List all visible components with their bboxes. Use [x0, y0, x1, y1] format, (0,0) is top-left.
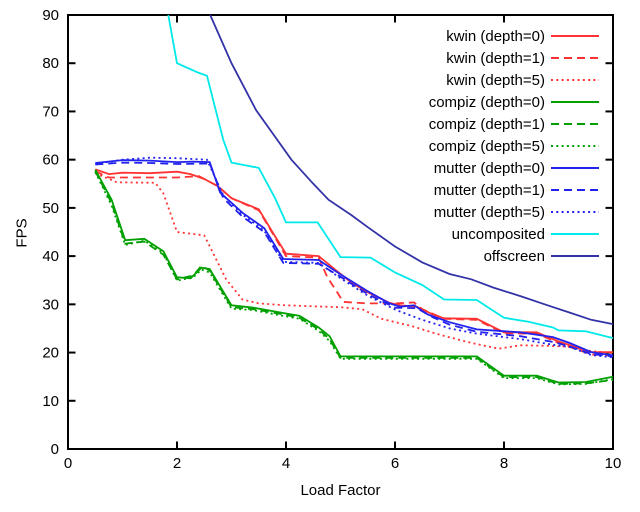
- series-mutter-depth-0: [95, 159, 614, 357]
- y-tick-label: 50: [42, 200, 59, 217]
- x-tick-label: 0: [64, 455, 72, 472]
- legend-label: compiz (depth=1): [429, 116, 545, 133]
- series-kwin-depth-1: [94, 170, 614, 357]
- x-tick-label: 6: [391, 455, 399, 472]
- legend-label: offscreen: [484, 248, 545, 265]
- x-tick-label: 2: [173, 455, 181, 472]
- y-tick-label: 70: [42, 103, 59, 120]
- legend-label: kwin (depth=0): [446, 28, 545, 45]
- y-tick-label: 60: [42, 152, 59, 169]
- legend-label: compiz (depth=0): [429, 94, 545, 111]
- y-tick-label: 40: [42, 248, 59, 265]
- x-axis-title: Load Factor: [300, 482, 381, 499]
- y-tick-label: 20: [42, 345, 59, 362]
- x-tick-label: 8: [500, 455, 508, 472]
- y-tick-label: 0: [51, 441, 59, 458]
- series-uncomposited: [167, 14, 614, 339]
- y-tick-label: 30: [42, 296, 59, 313]
- legend-label: uncomposited: [452, 226, 545, 243]
- series-compiz-depth-0: [94, 169, 614, 384]
- y-tick-label: 10: [42, 393, 59, 410]
- y-axis-title: FPS: [13, 218, 31, 248]
- y-tick-label: 90: [42, 7, 59, 24]
- legend-label: compiz (depth=5): [429, 138, 545, 155]
- legend-label: kwin (depth=5): [446, 72, 545, 89]
- x-tick-label: 4: [282, 455, 290, 472]
- series-mutter-depth-1: [95, 161, 614, 358]
- series-kwin-depth-5: [94, 172, 614, 354]
- legend-label: kwin (depth=1): [446, 50, 545, 67]
- series-offscreen: [209, 14, 614, 325]
- legend-label: mutter (depth=1): [434, 182, 545, 199]
- plot-border: [67, 14, 614, 450]
- series-compiz-depth-1: [94, 170, 614, 385]
- legend-label: mutter (depth=5): [434, 204, 545, 221]
- y-tick-label: 80: [42, 55, 59, 72]
- legend-label: mutter (depth=0): [434, 160, 545, 177]
- x-tick-label: 10: [605, 455, 622, 472]
